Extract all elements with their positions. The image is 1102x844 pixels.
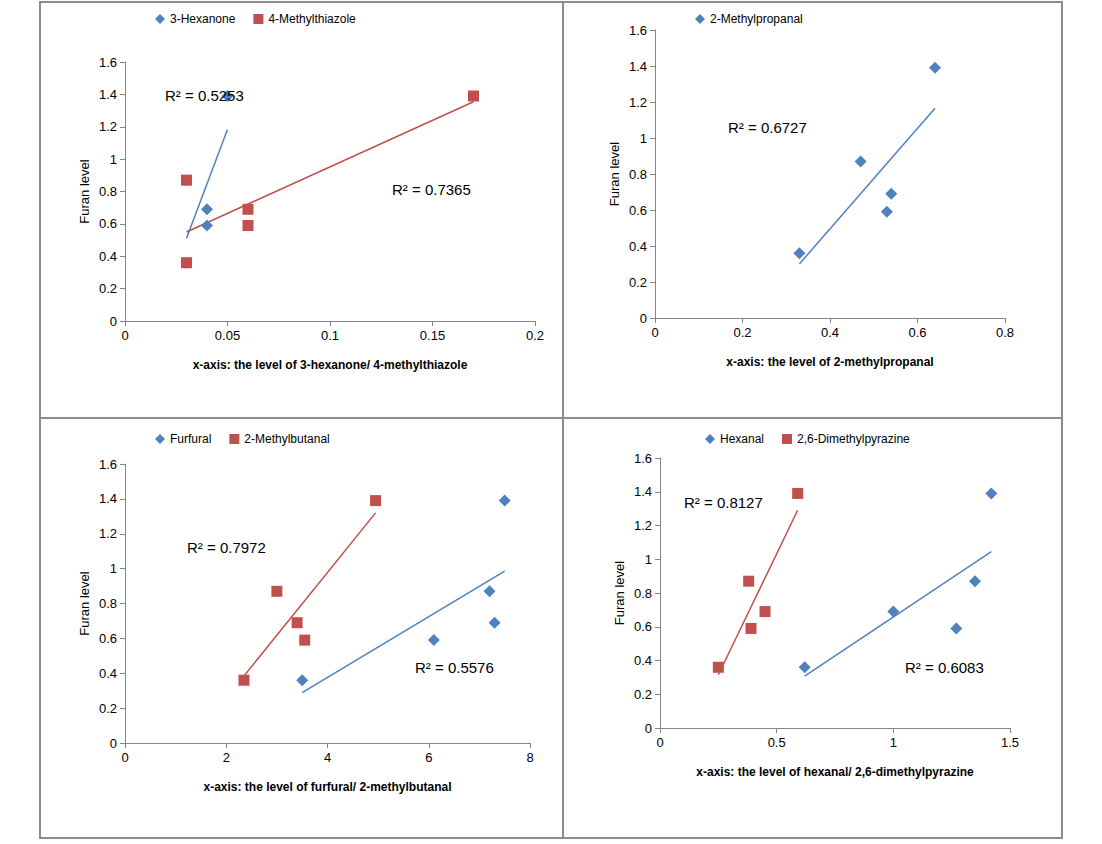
svg-text:R² = 0.8127: R² = 0.8127: [684, 494, 763, 511]
svg-text:x-axis: the level of hexanal/: x-axis: the level of hexanal/ 2,6-dimeth…: [696, 765, 974, 779]
svg-text:0.2: 0.2: [634, 687, 652, 702]
svg-text:1.4: 1.4: [629, 59, 647, 74]
svg-text:0.4: 0.4: [99, 249, 117, 264]
svg-text:R² = 0.7365: R² = 0.7365: [392, 181, 471, 198]
svg-text:Furan level: Furan level: [607, 142, 622, 206]
svg-text:0.8: 0.8: [629, 167, 647, 182]
svg-text:0.5: 0.5: [768, 735, 786, 750]
svg-text:0.2: 0.2: [99, 281, 117, 296]
svg-text:1: 1: [890, 735, 897, 750]
svg-text:0: 0: [645, 721, 652, 736]
svg-text:1: 1: [640, 131, 647, 146]
svg-text:0.2: 0.2: [99, 701, 117, 716]
svg-text:R² = 0.6727: R² = 0.6727: [728, 119, 807, 136]
svg-text:1.2: 1.2: [99, 526, 117, 541]
svg-text:0: 0: [110, 314, 117, 329]
svg-text:1.6: 1.6: [629, 23, 647, 38]
svg-text:1: 1: [110, 561, 117, 576]
svg-text:0.6: 0.6: [99, 631, 117, 646]
svg-text:2-Methylpropanal: 2-Methylpropanal: [710, 12, 803, 26]
svg-text:x-axis: the level of furfural/: x-axis: the level of furfural/ 2-methylb…: [203, 780, 451, 794]
svg-text:0.6: 0.6: [99, 216, 117, 231]
svg-text:1.2: 1.2: [634, 518, 652, 533]
svg-text:1: 1: [110, 152, 117, 167]
svg-text:x-axis: the level of 3-hexanon: x-axis: the level of 3-hexanone/ 4-methy…: [193, 358, 468, 372]
svg-text:1.6: 1.6: [99, 457, 117, 472]
svg-text:0.2: 0.2: [629, 275, 647, 290]
svg-text:1.6: 1.6: [634, 451, 652, 466]
svg-text:R² = 0.5576: R² = 0.5576: [415, 659, 494, 676]
svg-text:Hexanal: Hexanal: [720, 432, 764, 446]
svg-text:8: 8: [526, 750, 533, 765]
svg-text:Furan level: Furan level: [77, 571, 92, 635]
svg-text:0.1: 0.1: [321, 328, 339, 343]
svg-text:0.4: 0.4: [634, 653, 652, 668]
svg-text:R² = 0.6083: R² = 0.6083: [905, 659, 984, 676]
svg-text:4: 4: [324, 750, 331, 765]
svg-text:0.2: 0.2: [526, 328, 544, 343]
svg-text:0.4: 0.4: [99, 666, 117, 681]
svg-text:0: 0: [121, 328, 128, 343]
svg-text:1.4: 1.4: [99, 87, 117, 102]
svg-text:0.8: 0.8: [996, 325, 1014, 340]
svg-text:0: 0: [651, 325, 658, 340]
svg-text:0: 0: [640, 311, 647, 326]
svg-text:1.4: 1.4: [99, 491, 117, 506]
svg-text:Furan level: Furan level: [77, 159, 92, 223]
svg-text:x-axis: the level of 2-methylp: x-axis: the level of 2-methylpropanal: [726, 355, 933, 369]
svg-text:0.4: 0.4: [629, 239, 647, 254]
svg-text:0.8: 0.8: [634, 586, 652, 601]
svg-text:0.4: 0.4: [821, 325, 839, 340]
svg-text:0.6: 0.6: [908, 325, 926, 340]
svg-text:Furan level: Furan level: [612, 561, 627, 625]
svg-text:1.4: 1.4: [634, 484, 652, 499]
svg-text:1.2: 1.2: [99, 119, 117, 134]
svg-text:0.05: 0.05: [215, 328, 240, 343]
svg-text:3-Hexanone: 3-Hexanone: [170, 12, 236, 26]
svg-text:2-Methylbutanal: 2-Methylbutanal: [244, 432, 329, 446]
svg-text:0: 0: [656, 735, 663, 750]
svg-text:2,6-Dimethylpyrazine: 2,6-Dimethylpyrazine: [797, 432, 910, 446]
svg-text:2: 2: [223, 750, 230, 765]
svg-text:1.2: 1.2: [629, 95, 647, 110]
svg-text:0.6: 0.6: [629, 203, 647, 218]
svg-text:R² = 0.7972: R² = 0.7972: [187, 539, 266, 556]
svg-text:1.6: 1.6: [99, 55, 117, 70]
svg-text:1: 1: [645, 552, 652, 567]
svg-text:0: 0: [110, 736, 117, 751]
svg-text:0.8: 0.8: [99, 596, 117, 611]
svg-text:Furfural: Furfural: [170, 432, 211, 446]
svg-text:0: 0: [121, 750, 128, 765]
svg-text:6: 6: [425, 750, 432, 765]
svg-text:0.8: 0.8: [99, 184, 117, 199]
svg-text:R² = 0.5253: R² = 0.5253: [165, 87, 244, 104]
svg-text:0.15: 0.15: [420, 328, 445, 343]
svg-text:0.6: 0.6: [634, 619, 652, 634]
svg-text:4-Methylthiazole: 4-Methylthiazole: [268, 12, 356, 26]
svg-text:1.5: 1.5: [1001, 735, 1019, 750]
svg-text:0.2: 0.2: [733, 325, 751, 340]
